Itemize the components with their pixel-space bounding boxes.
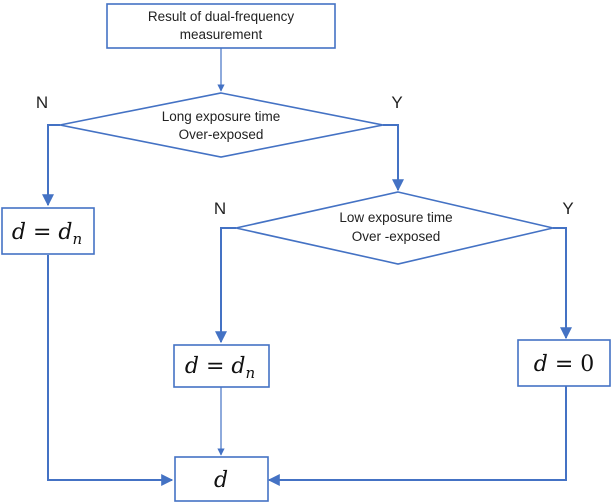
decision-low-exposure: Low exposure time Over -exposed [235, 191, 554, 265]
decision-long-line2: Over-exposed [179, 127, 264, 142]
start-node-line1: Result of dual-frequency [148, 9, 295, 24]
result-mid-equation: d = dn [185, 354, 255, 382]
edge-low-no-to-result-mid [215, 227, 236, 344]
decision-long-line1: Long exposure time [162, 109, 281, 124]
result-zero-equation: d = 0 [534, 352, 595, 377]
result-mid-node: d = dn [173, 344, 270, 388]
result-left-equation: d = dn [12, 220, 82, 248]
branch-low-yes-label: Y [562, 199, 573, 218]
branch-low-no-label: N [214, 199, 226, 218]
edge-long-no-to-result-left [42, 124, 60, 207]
start-node: Result of dual-frequency measurement [106, 3, 336, 49]
result-zero-node: d = 0 [517, 339, 611, 387]
output-node: d [174, 456, 269, 502]
edge-result-left-to-output [47, 255, 174, 486]
edge-result-zero-to-output [267, 386, 567, 486]
branch-long-no-label: N [36, 93, 48, 112]
edge-long-yes-to-decision-low [383, 124, 404, 192]
result-left-node: d = dn [1, 207, 95, 255]
decision-long-exposure: Long exposure time Over-exposed [59, 92, 384, 158]
decision-low-line2: Over -exposed [352, 229, 441, 244]
edge-low-yes-to-result-zero [553, 227, 572, 340]
branch-long-yes-label: Y [391, 93, 402, 112]
output-variable: d [214, 468, 228, 493]
decision-low-line1: Low exposure time [339, 210, 452, 225]
start-node-line2: measurement [180, 27, 263, 42]
